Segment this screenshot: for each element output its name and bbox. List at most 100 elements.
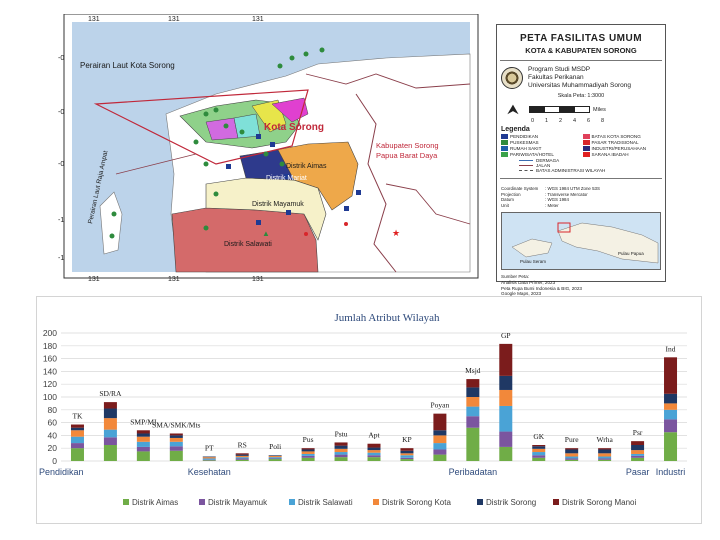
bar-segment: [70, 424, 84, 428]
regency-label: Kabupaten Sorong: [376, 141, 439, 150]
y-tick-label: 160: [43, 354, 57, 364]
mariat-label: Distrik Mariat: [266, 175, 307, 182]
inset-label: Pulau Papua: [618, 251, 644, 256]
bar-segment: [136, 436, 150, 442]
bar-segment: [664, 403, 678, 410]
svg-text:-1: -1: [58, 255, 64, 262]
svg-text:131: 131: [252, 276, 264, 282]
bar-segment: [664, 393, 678, 404]
bar-segment: [433, 443, 447, 450]
legend-symbol-icon: [501, 134, 508, 139]
sea-label: Perairan Laut Kota Sorong: [80, 61, 175, 70]
bar-segment: [169, 435, 183, 438]
projection-metadata: Coordinate System : WGS 1984 UTM Zone 53S…: [497, 184, 665, 210]
bar-segment: [103, 437, 117, 445]
aimas-label: Distrik Aimas: [286, 163, 327, 170]
map-canvas: ★ ▲ 131 131 131 131 131 131 -0 -0 -0 -1 -1 Pera…: [58, 14, 479, 282]
bar-segment: [103, 402, 117, 409]
legend-swatch: [289, 499, 295, 505]
map-info-box: PETA FASILITAS UMUM KOTA & KABUPATEN SOR…: [496, 24, 666, 296]
bar-segment: [565, 449, 579, 454]
legend-item: SARANA IBADAH: [582, 152, 662, 157]
svg-text:-0: -0: [58, 55, 64, 62]
bar-segment: [433, 449, 447, 455]
meta-value: : WGS 1984: [545, 197, 569, 203]
category-label: Apt: [368, 431, 380, 440]
category-label: Pus: [303, 435, 314, 444]
y-tick-label: 0: [52, 456, 57, 466]
bar-segment: [499, 446, 513, 461]
bar-segment: [400, 450, 414, 454]
salawati-label: Distrik Salawati: [224, 241, 272, 248]
category-label: SMA/SMK/Mts: [152, 420, 200, 429]
bar-segment: [631, 455, 645, 458]
group-label: Industri: [656, 467, 686, 477]
island: [99, 191, 123, 255]
svg-text:★: ★: [392, 228, 400, 238]
category-label: Poyan: [431, 401, 450, 410]
bar-segment: [499, 343, 513, 376]
bar-segment: [235, 455, 249, 458]
bar-segment: [367, 450, 381, 453]
bar-segment: [334, 454, 348, 458]
y-tick-label: 20: [48, 443, 58, 453]
legend-symbol-icon: [582, 146, 590, 151]
university-logo-icon: [501, 67, 523, 89]
bar-segment: [169, 433, 183, 436]
bar-segment: [367, 455, 381, 458]
category-label: Pure: [565, 435, 579, 444]
bar-segment: [334, 445, 348, 449]
bar-segment: [565, 453, 579, 457]
legend-entry: Distrik Salawati: [298, 498, 353, 507]
bar-segment: [433, 413, 447, 431]
y-tick-label: 200: [43, 328, 57, 338]
bar-segment: [202, 458, 216, 460]
bar-segment: [664, 409, 678, 420]
bar-segment: [70, 430, 84, 437]
meta-value: : WGS 1984 UTM Zone 53S: [545, 186, 600, 191]
category-label: Psr: [633, 428, 643, 437]
bar-segment: [169, 437, 183, 442]
bar-segment: [565, 459, 579, 461]
bar-segment: [532, 457, 546, 461]
group-label: Kesehatan: [188, 467, 231, 477]
map-source: Sumber Peta: Analisis Data Primer, 2023 …: [501, 274, 582, 297]
category-label: PT: [205, 444, 214, 453]
bar-segment: [466, 406, 480, 417]
legend-swatch: [477, 499, 483, 505]
map-legend: PENDIDIKAN BATAS KOTA SORONG PUSKESMAS PASA…: [497, 133, 665, 158]
scale-bar: Miles: [529, 106, 606, 113]
bar-segment: [202, 460, 216, 461]
legend-title: Legenda: [501, 126, 530, 133]
bar-segment: [400, 457, 414, 460]
bar-segment: [499, 431, 513, 447]
bar-segment: [268, 457, 282, 459]
bar-segment: [70, 436, 84, 444]
bar-segment: [664, 432, 678, 461]
legend-item: PASAR TRADISIONAL: [582, 140, 662, 145]
location-inset-map: Pulau Seram Pulau Papua: [501, 212, 661, 271]
category-label: TK: [72, 412, 83, 421]
bar-segment: [136, 446, 150, 452]
bar-segment: [169, 441, 183, 447]
bar-segment: [400, 453, 414, 456]
bar-segment: [664, 357, 678, 394]
svg-text:-1: -1: [58, 217, 64, 224]
city-label: Kota Sorong: [264, 122, 324, 133]
group-label: Pendidikan: [39, 467, 84, 477]
y-tick-label: 60: [48, 418, 58, 428]
meta-key: Datum: [501, 197, 514, 203]
svg-text:131: 131: [88, 276, 100, 282]
svg-text:▲: ▲: [262, 229, 270, 238]
bar-segment: [466, 387, 480, 397]
meta-key: Coordinate System: [501, 186, 539, 191]
legend-symbol-icon: [501, 140, 508, 145]
bar-segment: [301, 455, 315, 458]
category-label: Pstu: [335, 429, 348, 438]
legend-swatch: [123, 499, 129, 505]
bar-segment: [631, 450, 645, 454]
bar-segment: [598, 448, 612, 450]
bar-segment: [334, 452, 348, 455]
category-label: KP: [402, 435, 412, 444]
